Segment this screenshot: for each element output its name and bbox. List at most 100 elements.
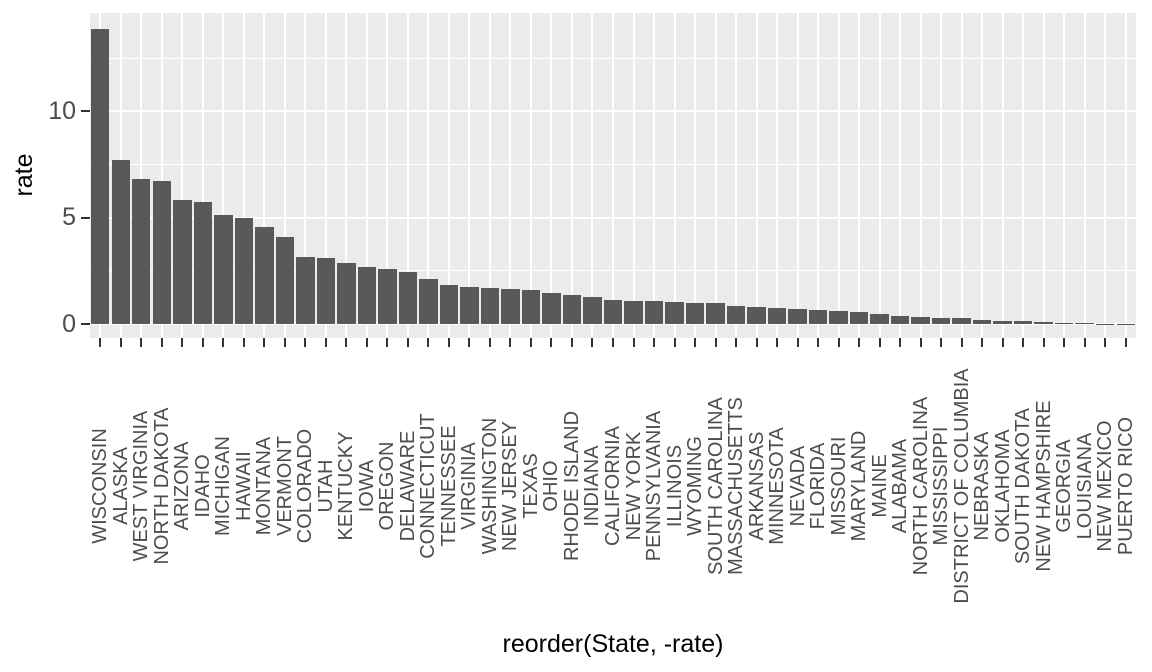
- bar: [624, 300, 643, 324]
- y-axis-tick-label: 5: [62, 203, 76, 232]
- vertical-gridline: [509, 13, 512, 338]
- vertical-gridline: [1083, 13, 1086, 338]
- bar: [275, 236, 295, 324]
- x-tick-mark: [529, 338, 532, 347]
- x-axis-label: FLORIDA: [807, 442, 830, 530]
- bar: [644, 301, 664, 324]
- bar: [132, 179, 151, 324]
- bar: [111, 160, 130, 324]
- x-tick-mark: [406, 338, 409, 347]
- x-tick-mark: [427, 338, 430, 347]
- x-tick-mark: [1083, 338, 1086, 347]
- x-tick-mark: [899, 338, 902, 347]
- vertical-gridline: [981, 13, 984, 338]
- x-axis-label: WYOMING: [684, 436, 707, 536]
- x-tick-mark: [140, 338, 143, 347]
- bar: [972, 320, 992, 324]
- bar: [152, 181, 171, 324]
- vertical-gridline: [201, 13, 204, 338]
- bar: [234, 217, 254, 324]
- x-axis-label: ALABAMA: [889, 438, 912, 534]
- x-tick-mark: [653, 338, 656, 347]
- x-tick-mark: [837, 338, 840, 347]
- bar: [993, 320, 1012, 324]
- x-tick-mark: [1042, 338, 1045, 347]
- x-axis-label: TEXAS: [519, 453, 542, 519]
- x-axis-label: VIRGINIA: [458, 442, 481, 530]
- vertical-gridline: [755, 13, 758, 338]
- bar: [808, 310, 828, 324]
- x-tick-mark: [591, 338, 594, 347]
- x-tick-mark: [632, 338, 635, 347]
- vertical-gridline: [1001, 13, 1004, 338]
- vertical-gridline: [263, 13, 266, 338]
- x-axis-label: LOUISIANA: [1073, 432, 1096, 540]
- vertical-gridline: [406, 13, 409, 338]
- x-axis-label: INDIANA: [581, 445, 604, 527]
- x-tick-mark: [796, 338, 799, 347]
- bar: [419, 279, 438, 324]
- vertical-gridline: [858, 13, 861, 338]
- bar: [890, 316, 910, 324]
- x-axis-label: IDAHO: [191, 454, 214, 518]
- bar: [378, 268, 397, 324]
- vertical-gridline: [612, 13, 614, 338]
- x-tick-mark: [345, 338, 348, 347]
- x-axis-label: ILLINOIS: [663, 444, 686, 528]
- vertical-gridline: [140, 13, 143, 338]
- x-axis-label: RHODE ISLAND: [560, 410, 583, 562]
- vertical-gridline: [304, 13, 307, 338]
- x-axis-label: ARKANSAS: [745, 431, 768, 541]
- vertical-gridline: [899, 13, 902, 338]
- x-tick-mark: [940, 338, 943, 347]
- x-axis-label: ARIZONA: [171, 441, 194, 531]
- vertical-gridline: [1042, 13, 1045, 338]
- x-axis-label: SOUTH DAKOTA: [1012, 407, 1035, 565]
- x-tick-mark: [735, 338, 738, 347]
- x-tick-mark: [673, 338, 676, 347]
- x-tick-mark: [1022, 338, 1025, 347]
- x-tick-mark: [960, 338, 963, 347]
- x-axis-label: GEORGIA: [1053, 439, 1076, 533]
- x-tick-mark: [365, 338, 368, 347]
- vertical-gridline: [1022, 13, 1025, 338]
- bar: [1075, 322, 1094, 324]
- vertical-gridline: [447, 13, 450, 338]
- vertical-gridline: [714, 13, 717, 338]
- x-tick-mark: [694, 338, 697, 347]
- x-tick-mark: [242, 338, 245, 347]
- x-tick-mark: [222, 338, 225, 347]
- vertical-gridline: [570, 13, 573, 338]
- vertical-gridline: [837, 13, 840, 338]
- vertical-gridline: [242, 13, 245, 338]
- x-tick-mark: [119, 338, 122, 347]
- bar: [911, 317, 930, 324]
- vertical-gridline: [776, 13, 779, 338]
- bar: [1034, 322, 1053, 324]
- bar: [562, 295, 582, 324]
- x-axis-title: reorder(State, -rate): [502, 630, 724, 658]
- x-axis-label: NEW YORK: [622, 431, 645, 541]
- x-axis-label: VERMONT: [273, 436, 296, 536]
- x-tick-mark: [160, 338, 163, 347]
- x-axis-label: PUERTO RICO: [1114, 416, 1137, 556]
- bar: [296, 256, 315, 324]
- x-axis-label: MONTANA: [253, 436, 276, 536]
- bar: [685, 302, 705, 324]
- x-tick-mark: [858, 338, 861, 347]
- bar: [398, 271, 418, 324]
- x-axis-label: TENNESSEE: [437, 425, 460, 547]
- x-axis-label: NEW MEXICO: [1094, 420, 1117, 552]
- x-axis-label: UTAH: [314, 459, 337, 513]
- y-tick-mark: [81, 323, 90, 325]
- bar: [583, 296, 602, 324]
- x-axis-label: NORTH CAROLINA: [909, 396, 932, 576]
- vertical-gridline: [632, 13, 635, 338]
- x-axis-label: SOUTH CAROLINA: [704, 397, 727, 575]
- vertical-gridline: [796, 13, 799, 338]
- vertical-gridline: [735, 13, 738, 338]
- x-axis-label: WEST VIRGINIA: [130, 410, 153, 562]
- x-axis-label: PENNSYLVANIA: [643, 410, 666, 562]
- vertical-gridline: [181, 13, 184, 338]
- bar: [849, 312, 869, 324]
